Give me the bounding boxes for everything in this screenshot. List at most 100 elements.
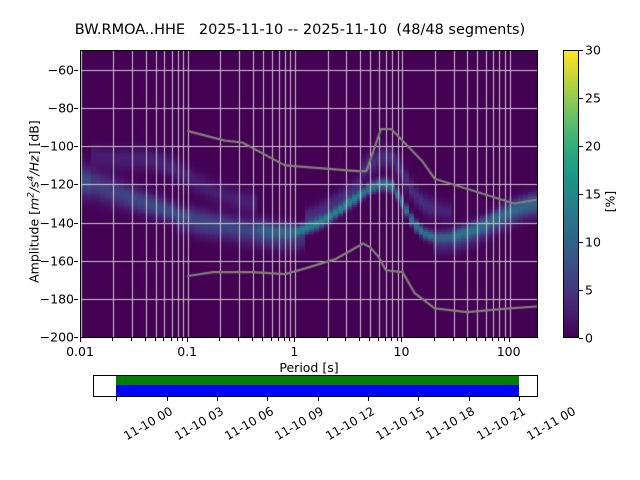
colorbar-tick-mark <box>579 50 583 51</box>
colorbar-tick-label: 0 <box>585 330 593 346</box>
x-tick-mark <box>391 338 393 341</box>
figure-title: BW.RMOA..HHE 2025-11-10 -- 2025-11-10 (4… <box>74 22 526 38</box>
coverage-tick-mark <box>166 397 168 401</box>
x-tick-mark <box>294 338 296 342</box>
x-axis-ticks: 0.01 0.1 1 10 100 <box>66 338 538 368</box>
x-tick-mark <box>251 338 253 341</box>
colorbar-tick-label: 10 <box>585 234 601 250</box>
x-tick-mark <box>163 338 165 341</box>
x-tick-mark <box>238 338 240 341</box>
x-tick-mark <box>270 338 272 341</box>
coverage-tick-label: 11-10 18 <box>423 404 478 444</box>
x-tick-mark <box>289 338 291 341</box>
x-tick-mark <box>377 338 379 341</box>
coverage-tick-mark <box>116 397 118 401</box>
colorbar-label: [%] <box>602 190 618 213</box>
y-tick-label: −80 <box>47 100 74 116</box>
y-tick-mark <box>74 337 78 338</box>
colorbar-tick-label: 30 <box>585 42 601 58</box>
y-tick-mark <box>74 184 78 186</box>
coverage-tick-mark <box>418 397 420 401</box>
ppsd-axes <box>80 50 538 338</box>
coverage-tick-label: 11-10 12 <box>322 404 377 444</box>
coverage-tick-mark <box>267 397 269 401</box>
x-tick-mark <box>401 338 403 342</box>
psd-coverage <box>116 376 519 385</box>
y-tick-label: −120 <box>39 176 74 192</box>
y-tick-label: −180 <box>39 291 74 307</box>
x-axis-label: Period [s] <box>279 360 339 375</box>
x-tick-label: 100 <box>496 344 521 359</box>
y-tick-label: −100 <box>39 138 74 154</box>
x-tick-mark <box>182 338 184 341</box>
coverage-tick-mark <box>317 397 319 401</box>
colorbar-tick-label: 15 <box>585 186 601 202</box>
y-tick-mark <box>74 222 78 224</box>
y-tick-label: −140 <box>39 215 74 231</box>
y-tick-label: −160 <box>39 253 74 269</box>
x-tick-mark <box>369 338 371 341</box>
x-tick-mark <box>277 338 279 341</box>
data-coverage <box>116 385 519 396</box>
x-tick-label: 1 <box>290 344 299 359</box>
colorbar-tick-mark <box>579 194 583 195</box>
coverage-time-axis: 11-10 00 11-10 03 11-10 06 11-10 09 11-10 12… <box>93 397 578 443</box>
x-tick-mark <box>187 338 189 342</box>
ppsd-histogram-canvas <box>81 51 537 337</box>
x-tick-mark <box>508 338 510 342</box>
x-tick-mark <box>176 338 178 341</box>
x-tick-label: 0.1 <box>177 344 198 359</box>
y-tick-mark <box>74 108 78 110</box>
x-tick-mark <box>358 338 360 341</box>
x-tick-mark <box>283 338 285 341</box>
colorbar-gradient <box>564 51 578 337</box>
coverage-tick-mark <box>216 397 218 401</box>
coverage-tick-label: 11-10 06 <box>222 404 276 444</box>
data-coverage-bar <box>93 375 538 397</box>
x-tick-mark <box>170 338 172 341</box>
x-tick-mark <box>131 338 133 341</box>
x-tick-mark <box>498 338 500 341</box>
y-axis-label: Amplitude [m2/s4/Hz] [dB] <box>26 120 42 283</box>
x-tick-mark <box>326 338 328 341</box>
y-tick-label: −60 <box>47 62 74 78</box>
colorbar-tick-mark <box>579 338 583 339</box>
x-tick-mark <box>154 338 156 341</box>
colorbar-tick-mark <box>579 146 583 147</box>
coverage-tick-label: 11-10 21 <box>473 404 528 444</box>
coverage-tick-label: 11-10 15 <box>373 404 427 444</box>
x-tick-mark <box>144 338 146 341</box>
coverage-tick-label: 11-11 00 <box>524 404 578 444</box>
colorbar-tick-label: 5 <box>585 282 593 298</box>
x-tick-mark <box>433 338 435 341</box>
x-tick-mark <box>219 338 221 341</box>
colorbar <box>563 50 579 338</box>
x-tick-mark <box>452 338 454 341</box>
y-tick-mark <box>74 298 78 300</box>
x-tick-label: 10 <box>393 344 410 359</box>
y-tick-label: −200 <box>39 329 74 345</box>
colorbar-tick-label: 25 <box>585 90 601 106</box>
x-tick-mark <box>466 338 467 341</box>
x-tick-mark <box>484 338 486 341</box>
x-tick-mark <box>345 338 347 341</box>
colorbar-tick-mark <box>579 290 583 291</box>
coverage-tick-mark <box>367 397 369 401</box>
colorbar-tick-mark <box>579 98 583 99</box>
x-tick-mark <box>503 338 505 341</box>
y-axis-ticks: −60 −80 −100 −120 −140 −160 −180 −200 <box>28 50 74 345</box>
coverage-tick-label: 11-10 03 <box>171 404 226 444</box>
x-tick-mark <box>262 338 264 341</box>
y-tick-mark <box>74 146 78 148</box>
coverage-tick-mark <box>468 397 470 401</box>
coverage-tick-label: 11-10 09 <box>272 404 327 444</box>
x-tick-mark <box>80 338 81 342</box>
x-tick-mark <box>492 338 494 341</box>
x-tick-mark <box>384 338 386 341</box>
x-tick-mark <box>112 338 114 341</box>
x-tick-mark <box>396 338 398 341</box>
coverage-tick-mark <box>519 397 521 401</box>
coverage-tick-label: 11-10 00 <box>121 404 176 444</box>
y-tick-mark <box>74 260 78 262</box>
